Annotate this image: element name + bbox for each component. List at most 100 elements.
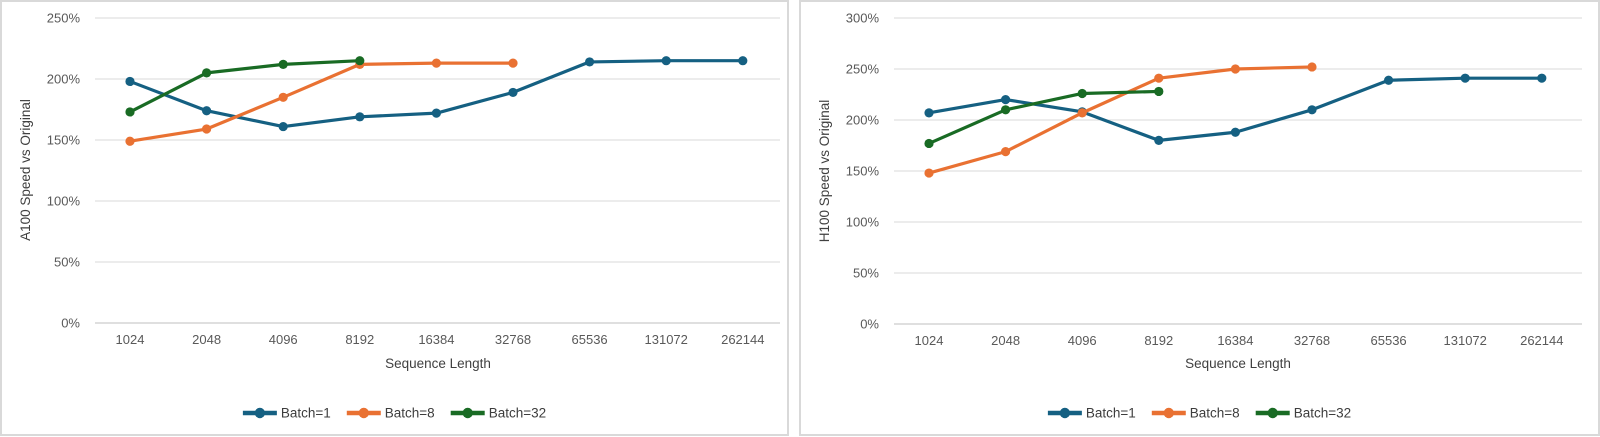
x-tick-label: 32768	[1294, 333, 1330, 348]
legend-marker-dot	[254, 407, 266, 419]
data-point	[738, 56, 748, 66]
series-batch-32	[924, 86, 1164, 149]
series-batch-1	[125, 56, 748, 132]
h100-chart-panel: 0% 50% 100% 150% 200% 250% 300% 1024 2048 4096 819…	[799, 0, 1600, 436]
y-axis-tick-labels: 0% 50% 100% 150% 200% 250%	[47, 11, 81, 331]
series-line	[128, 59, 362, 114]
data-point	[125, 107, 135, 117]
x-tick-label: 4096	[269, 332, 298, 347]
y-tick-label: 50%	[54, 255, 80, 270]
data-point	[585, 57, 595, 67]
data-point	[1307, 105, 1317, 115]
data-point	[1460, 73, 1470, 83]
legend: Batch=1 Batch=8 Batch=32	[1047, 406, 1351, 421]
y-axis-tick-labels: 0% 50% 100% 150% 200% 250% 300%	[846, 11, 880, 332]
data-point	[508, 58, 518, 68]
legend-label: Batch=1	[281, 406, 331, 421]
x-axis-tick-labels: 1024 2048 4096 8192 16384 32768 65536 131072 262…	[116, 332, 765, 347]
data-point	[431, 108, 441, 118]
legend-marker-dot	[1267, 407, 1278, 419]
legend-label: Batch=32	[489, 406, 546, 421]
data-point	[278, 121, 288, 132]
legend-label: Batch=8	[1190, 406, 1240, 421]
x-tick-label: 16384	[418, 332, 454, 347]
a100-chart: 0% 50% 100% 150% 200% 250% 1024 2048 4096 8192 163…	[18, 11, 780, 421]
data-point	[202, 124, 212, 134]
data-point	[924, 168, 934, 178]
x-tick-label: 131072	[1444, 333, 1487, 348]
series-batch-32	[125, 56, 365, 117]
data-point	[431, 58, 441, 68]
series-batch-8	[125, 58, 518, 146]
x-axis-tick-labels: 1024 2048 4096 8192 16384 32768 65536 131072 262…	[915, 333, 1564, 348]
gridlines	[95, 17, 780, 324]
data-point	[278, 59, 288, 69]
data-point	[1307, 62, 1317, 72]
x-tick-label: 262144	[1520, 333, 1563, 348]
series-line	[927, 89, 1161, 146]
data-point	[278, 92, 288, 102]
x-tick-label: 4096	[1068, 333, 1097, 348]
h100-chart: 0% 50% 100% 150% 200% 250% 300% 1024 2048 4096 819…	[817, 11, 1582, 421]
series-batch-1	[924, 73, 1547, 145]
legend: Batch=1 Batch=8 Batch=32	[242, 406, 546, 421]
y-tick-label: 100%	[47, 194, 81, 209]
y-tick-label: 200%	[47, 72, 81, 87]
data-point	[1384, 75, 1394, 85]
data-point	[1230, 127, 1240, 137]
legend-marker-dot	[1059, 407, 1071, 419]
data-point	[1077, 88, 1087, 99]
x-tick-label: 16384	[1217, 333, 1253, 348]
y-tick-label: 250%	[47, 11, 81, 26]
x-tick-label: 131072	[645, 332, 688, 347]
legend-item-batch-8: Batch=8	[346, 406, 435, 421]
data-point	[1154, 86, 1164, 97]
data-point	[924, 138, 934, 149]
y-tick-label: 100%	[846, 215, 880, 230]
legend-label: Batch=8	[385, 406, 435, 421]
y-tick-label: 50%	[853, 266, 879, 281]
y-tick-label: 0%	[61, 316, 80, 331]
data-point	[202, 106, 212, 116]
legend-label: Batch=1	[1086, 406, 1136, 421]
data-point	[1001, 147, 1011, 157]
x-tick-label: 1024	[915, 333, 944, 348]
y-tick-label: 150%	[846, 164, 880, 179]
a100-chart-panel: 0% 50% 100% 150% 200% 250% 1024 2048 4096 8192 163…	[0, 0, 789, 436]
data-point	[924, 108, 934, 118]
data-point	[355, 56, 365, 66]
x-axis-title: Sequence Length	[1185, 356, 1291, 371]
x-tick-label: 1024	[116, 332, 145, 347]
x-tick-label: 8192	[345, 332, 374, 347]
series-line	[927, 65, 1314, 175]
legend-marker-dot	[1163, 407, 1174, 419]
x-tick-label: 2048	[192, 332, 221, 347]
data-point	[1001, 95, 1011, 105]
data-point	[1154, 73, 1164, 83]
legend-item-batch-32: Batch=32	[1255, 406, 1351, 421]
x-tick-label: 262144	[721, 332, 764, 347]
legend-item-batch-1: Batch=1	[1047, 406, 1136, 421]
y-axis-title: A100 Speed vs Original	[18, 99, 33, 241]
series-line	[128, 61, 515, 143]
data-point	[1077, 108, 1087, 118]
h100-chart-content: 0% 50% 100% 150% 200% 250% 300% 1024 2048 4096 819…	[846, 11, 1582, 421]
data-point	[508, 87, 518, 98]
legend-label: Batch=32	[1294, 406, 1351, 421]
x-tick-label: 32768	[495, 332, 531, 347]
data-point	[202, 68, 212, 78]
x-tick-label: 65536	[572, 332, 608, 347]
y-axis-title: H100 Speed vs Original	[817, 100, 832, 243]
data-point	[355, 112, 365, 122]
y-tick-label: 250%	[846, 62, 880, 77]
x-tick-label: 2048	[991, 333, 1020, 348]
series-batch-8	[924, 62, 1317, 178]
data-point	[1537, 73, 1547, 83]
x-tick-label: 65536	[1371, 333, 1407, 348]
x-tick-label: 8192	[1144, 333, 1173, 348]
data-point	[1001, 105, 1011, 115]
legend-marker-dot	[462, 407, 473, 419]
a100-chart-content: 0% 50% 100% 150% 200% 250% 1024 2048 4096 8192 163…	[47, 11, 780, 421]
x-axis-title: Sequence Length	[385, 356, 491, 371]
